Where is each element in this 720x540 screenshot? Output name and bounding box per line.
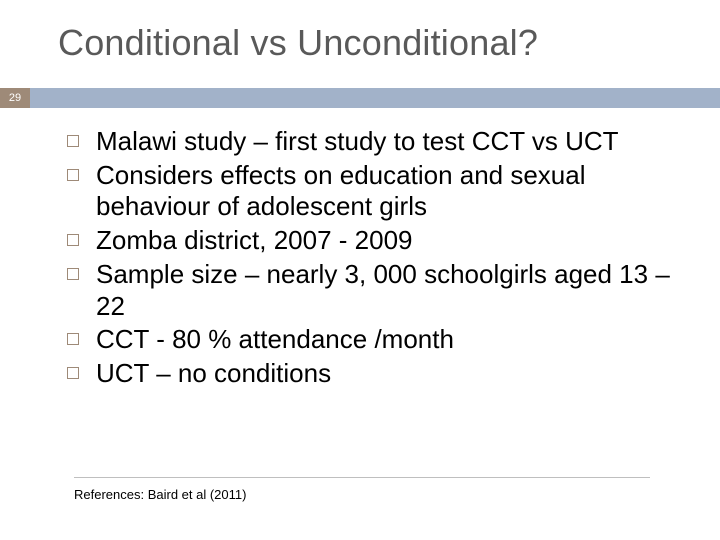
bullet-list: Malawi study – first study to test CCT v… bbox=[62, 126, 680, 390]
list-item: Considers effects on education and sexua… bbox=[62, 160, 680, 223]
list-item: UCT – no conditions bbox=[62, 358, 680, 390]
page-number-badge: 29 bbox=[0, 88, 30, 108]
list-item: Malawi study – first study to test CCT v… bbox=[62, 126, 680, 158]
list-item: Sample size – nearly 3, 000 schoolgirls … bbox=[62, 259, 680, 322]
page-title: Conditional vs Unconditional? bbox=[58, 22, 538, 64]
content-area: Malawi study – first study to test CCT v… bbox=[62, 126, 680, 392]
references-text: References: Baird et al (2011) bbox=[74, 487, 246, 502]
list-item: CCT - 80 % attendance /month bbox=[62, 324, 680, 356]
slide: Conditional vs Unconditional? 29 Malawi … bbox=[0, 0, 720, 540]
accent-bar bbox=[0, 88, 720, 108]
divider bbox=[74, 477, 650, 478]
list-item: Zomba district, 2007 - 2009 bbox=[62, 225, 680, 257]
